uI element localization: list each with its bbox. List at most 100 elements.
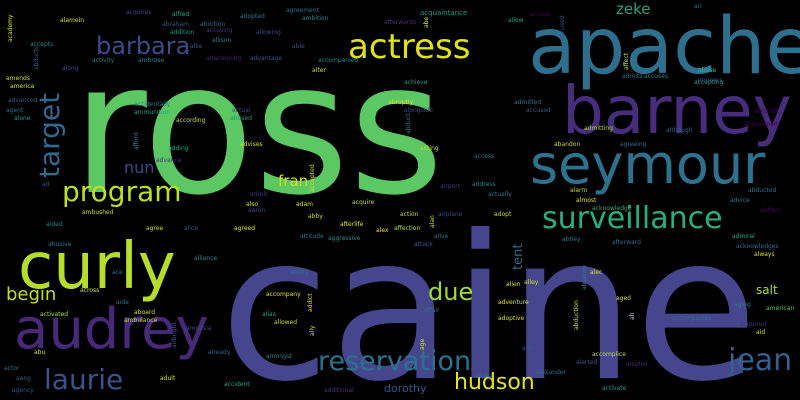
word-acknowledge: acknowledge: [592, 205, 632, 212]
word-abused: abused: [230, 115, 252, 122]
word-addict: absence: [581, 264, 588, 290]
word-amongst: amongst: [266, 353, 293, 360]
word-additional: additional: [324, 387, 354, 394]
word-program: program: [62, 175, 182, 208]
word-curly: curly: [18, 230, 176, 304]
word-also: also: [246, 201, 259, 208]
word-tent: tent: [511, 243, 526, 270]
word-abusive: abusive: [48, 241, 72, 248]
word-accomplice: accomplice: [592, 351, 626, 358]
word-airbright: abduction: [573, 300, 580, 330]
word-abby: abby: [308, 213, 323, 220]
word-adoptive: adoptive: [498, 315, 525, 322]
word-due: due: [428, 278, 474, 306]
word-american: american: [766, 305, 795, 312]
word-adopted: adopted: [240, 13, 265, 20]
word-activate: activate: [602, 385, 627, 392]
word-ambrose: ambrose: [138, 57, 165, 64]
word-ashore: afford: [133, 132, 140, 150]
word-accusing: accusing: [206, 27, 233, 34]
word-attitude: attitude: [300, 233, 324, 240]
word-airport: airport: [440, 183, 461, 190]
word-alpha: alpha: [476, 373, 493, 380]
word-abandon: abandon: [554, 141, 581, 148]
word-add: add: [522, 345, 534, 352]
word-acknowledges: acknowledges: [736, 243, 779, 250]
word-addition: addition: [170, 29, 195, 36]
word-across: across: [80, 287, 100, 294]
word-although: although: [666, 127, 693, 134]
word-admirers: admirers: [696, 77, 723, 84]
word-air: air: [694, 3, 702, 10]
word-alcohol: alcohol: [626, 361, 648, 368]
word-accompanies: accompanies: [672, 315, 712, 322]
word-academy: airbright: [171, 322, 178, 348]
word-alex: alex: [376, 227, 389, 234]
word-barbara: barbara: [96, 32, 191, 60]
word-advanced: advanced: [8, 97, 38, 104]
word-nun: nun: [124, 158, 155, 177]
word-adding: adding: [168, 145, 189, 152]
word-afterlife: afterlife: [340, 221, 364, 228]
word-abducted: abducted: [748, 187, 777, 194]
word-alamein: alamein: [60, 17, 85, 24]
word-target: target: [33, 92, 66, 178]
word-seymour: seymour: [530, 133, 766, 196]
word-caine: caine: [220, 193, 758, 400]
word-ammunition: ammunition: [134, 109, 171, 116]
word-already: already: [208, 349, 231, 356]
word-airfield: airfield: [760, 207, 781, 214]
word-reservation: reservation: [318, 346, 472, 377]
word-accepting: accepting: [694, 79, 724, 86]
word-aided: aided: [46, 221, 63, 228]
word-affection: affection: [394, 225, 421, 232]
word-ambulance: ambulance: [124, 317, 158, 324]
word-abortion: abortion: [200, 21, 226, 28]
word-acquire: acquire: [352, 199, 375, 206]
word-ad: ad: [42, 181, 50, 188]
word-ambushed: ambushed: [82, 209, 114, 216]
word-aging: aging: [734, 301, 751, 308]
word-alliance: alliance: [194, 255, 218, 262]
word-abandoned: abandoned: [744, 121, 778, 128]
word-actual: actual: [232, 107, 251, 114]
word-abduction: alan: [429, 215, 436, 228]
word-acquires: acquires: [126, 9, 152, 16]
word-abbey: abbey: [562, 236, 581, 243]
word-alexander: alexander: [536, 369, 566, 376]
word-allowed: allowed: [274, 319, 298, 326]
word-actor: actor: [4, 365, 20, 372]
word-accused: accused: [526, 107, 551, 114]
word-advantage: advantage: [250, 55, 283, 62]
word-afterward: afterward: [612, 239, 641, 246]
word-along: along: [62, 65, 79, 72]
word-alarming: accused: [559, 15, 566, 40]
word-admits: admits: [622, 73, 643, 80]
word-aged: aged: [616, 295, 631, 302]
word-agreement: agreement: [286, 7, 319, 14]
word-aid: aid: [756, 329, 766, 336]
word-alive: alive: [434, 233, 449, 240]
word-apache: apache: [528, 2, 800, 92]
word-agency: agency: [12, 387, 34, 394]
word-account: accepted: [309, 164, 316, 192]
word-allie: allie: [190, 43, 203, 50]
word-allowing: allowing: [256, 29, 281, 36]
word-aboard: aboard: [134, 309, 156, 316]
word-dorothy: dorothy: [384, 382, 427, 395]
word-alongside: alongside: [404, 107, 433, 114]
word-abe: abe: [423, 16, 430, 28]
word-admit: admit: [250, 191, 268, 198]
word-abruptly: abruptly: [388, 99, 414, 106]
word-abdullah: academy: [7, 14, 14, 42]
word-according: according: [176, 117, 206, 124]
word-amends: amends: [6, 75, 30, 82]
word-aang: aang: [16, 375, 31, 382]
word-alfred: alfred: [172, 11, 190, 18]
word-allow: allow: [508, 17, 524, 24]
word-alien: alien: [506, 281, 521, 288]
word-agent: agent: [6, 107, 24, 114]
word-allied: affect: [623, 52, 630, 70]
word-accidentally: accidentally: [134, 101, 171, 108]
